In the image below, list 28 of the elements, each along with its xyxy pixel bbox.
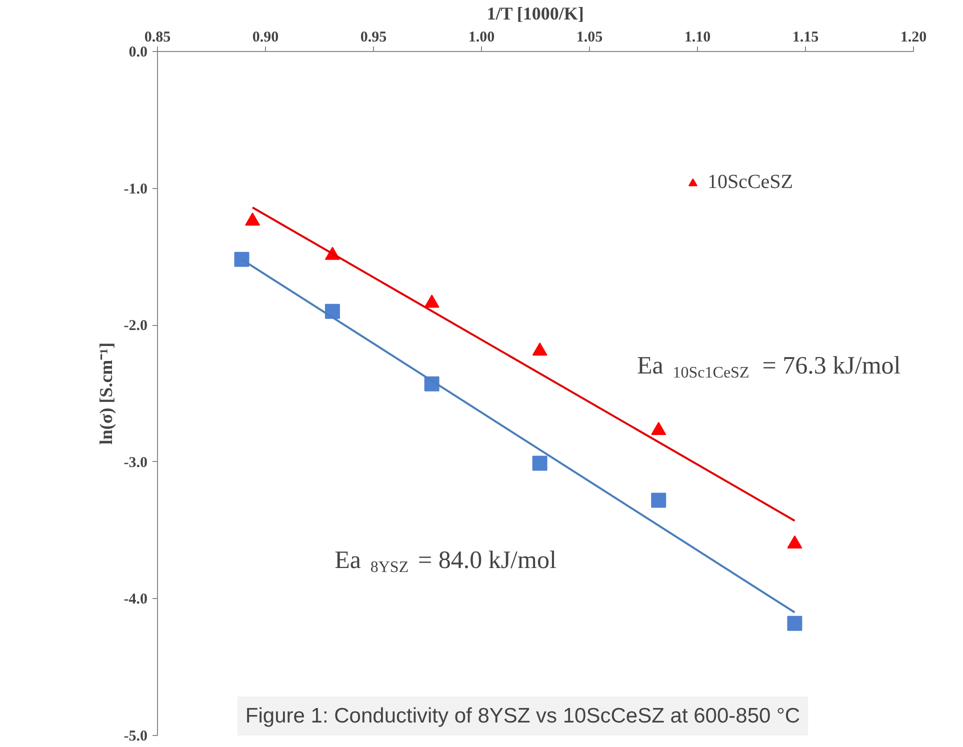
y-axis-title: ln(σ) [S.cm⁻¹]	[96, 342, 116, 445]
point	[532, 456, 548, 471]
x-tick-label: 1.15	[792, 30, 819, 46]
y-tick-label: -2.0	[124, 318, 148, 334]
point	[532, 342, 548, 356]
annotation: Ea 10Sc1CeSZ = 76.3 kJ/mol	[637, 352, 901, 382]
legend-label: 10ScCeSZ	[707, 171, 793, 194]
y-tick-label: -1.0	[124, 181, 148, 198]
x-tick-label: 0.90	[252, 30, 279, 46]
y-tick-label: -3.0	[124, 454, 148, 471]
x-tick-label: 1.10	[684, 30, 711, 46]
y-tick-label: -4.0	[124, 592, 148, 608]
annotation: Ea 8YSZ = 84.0 kJ/mol	[334, 546, 556, 576]
y-tick-label: 0.0	[128, 44, 148, 60]
x-tick-label: 1.20	[900, 30, 927, 46]
point	[245, 212, 260, 226]
x-tick-label: 0.95	[360, 30, 387, 46]
point	[651, 422, 666, 435]
x-tick-label: 1.05	[576, 30, 603, 46]
point	[787, 616, 802, 631]
point	[234, 252, 250, 267]
y-tick-label: -5.0	[124, 728, 148, 744]
annotation: Figure 1: Conductivity of 8YSZ vs 10ScCeSZ at 600-850 °C	[245, 704, 800, 728]
point	[651, 492, 666, 508]
x-tick-label: 1.00	[468, 30, 495, 46]
point	[424, 294, 440, 308]
x-axis-title: 1/T [1000/K]	[486, 4, 584, 24]
x-tick-label: 0.85	[144, 30, 171, 46]
